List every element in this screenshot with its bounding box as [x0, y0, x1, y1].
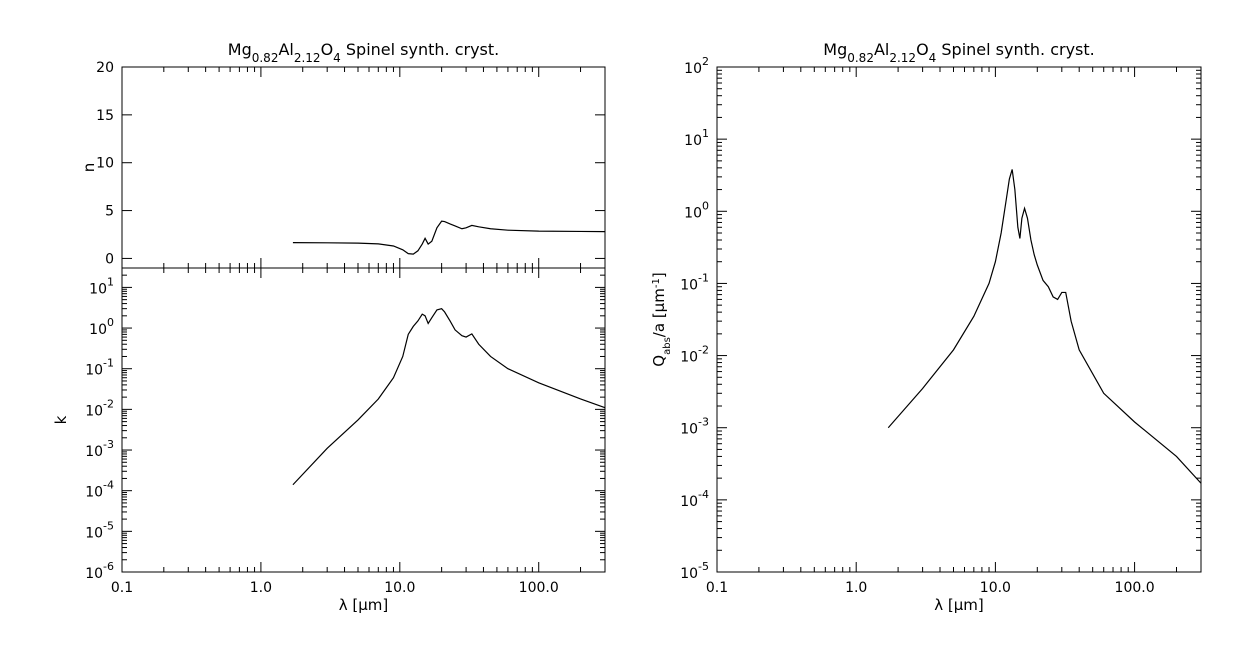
chart-k-ytick-label: 101 [89, 275, 114, 297]
chart-n-ytick-label: 20 [96, 60, 114, 76]
chart-k-ytick-label: 100 [89, 316, 114, 338]
chart-k-xtick-label: 100.0 [519, 580, 559, 596]
chart-n-ytick-label: 10 [96, 156, 114, 172]
chart-qabs-xtick-label: 1.0 [845, 580, 867, 596]
chart-qabs-xtick-label: 100.0 [1115, 580, 1155, 596]
chart-qabs-ylabel: Qabs/a [μm-1] [650, 272, 673, 366]
chart-k-series-line [292, 307, 606, 486]
chart-qabs-ytick-label: 10-4 [680, 488, 709, 510]
chart-n-panel: Mg0.82Al2.12O4 Spinel synth. cryst. 0 5 10 1… [80, 40, 606, 269]
chart-n-ytick-label: 15 [96, 108, 114, 124]
chart-qabs-ytick-label: 101 [684, 127, 709, 149]
chart-qabs-xtick-label: 0.1 [706, 580, 728, 596]
chart-qabs-frame [716, 66, 1202, 573]
chart-k-xtick-label: 10.0 [384, 580, 415, 596]
chart-qabs-ytick-label: 10-3 [680, 416, 709, 438]
chart-k-ytick-label: 10-4 [85, 479, 114, 501]
chart-n-title: Mg0.82Al2.12O4 Spinel synth. cryst. [228, 40, 499, 65]
chart-k-ytick-label: 10-6 [85, 560, 114, 582]
chart-k-xtick-label: 1.0 [250, 580, 272, 596]
chart-k-ylabel: k [52, 415, 70, 424]
chart-n-ytick-label: 5 [105, 204, 114, 220]
chart-n-frame [121, 66, 606, 269]
chart-k-frame [121, 267, 606, 573]
chart-k-xlabel: λ [μm] [339, 596, 389, 614]
chart-qabs-ytick-label: 100 [684, 199, 709, 221]
chart-qabs-xtick-label: 10.0 [980, 580, 1011, 596]
chart-k-ytick-label: 10-1 [85, 357, 114, 379]
chart-qabs-ytick-label: 10-1 [680, 271, 709, 293]
chart-k-panel: 0.1 1.0 10.0 100.0 101 100 10-1 10-2 10-3 10-4 10-… [52, 267, 606, 614]
chart-k-ytick-label: 10-5 [85, 519, 114, 541]
chart-qabs-series-line [887, 169, 1202, 484]
chart-n-ylabel: n [80, 163, 98, 173]
chart-k-xtick-label: 0.1 [111, 580, 133, 596]
chart-n-ytick-label: 0 [105, 251, 114, 267]
chart-qabs-xlabel: λ [μm] [934, 596, 984, 614]
chart-n-series-line [292, 220, 606, 255]
chart-qabs-ytick-label: 10-5 [680, 560, 709, 582]
chart-qabs-title: Mg0.82Al2.12O4 Spinel synth. cryst. [823, 40, 1094, 65]
chart-qabs-ytick-label: 10-2 [680, 344, 709, 366]
chart-k-ytick-label: 10-3 [85, 438, 114, 460]
chart-qabs-panel: Mg0.82Al2.12O4 Spinel synth. cryst. 0.1 1.… [650, 40, 1202, 614]
chart-qabs-ytick-label: 102 [684, 55, 709, 77]
chart-k-ytick-label: 10-2 [85, 397, 114, 419]
